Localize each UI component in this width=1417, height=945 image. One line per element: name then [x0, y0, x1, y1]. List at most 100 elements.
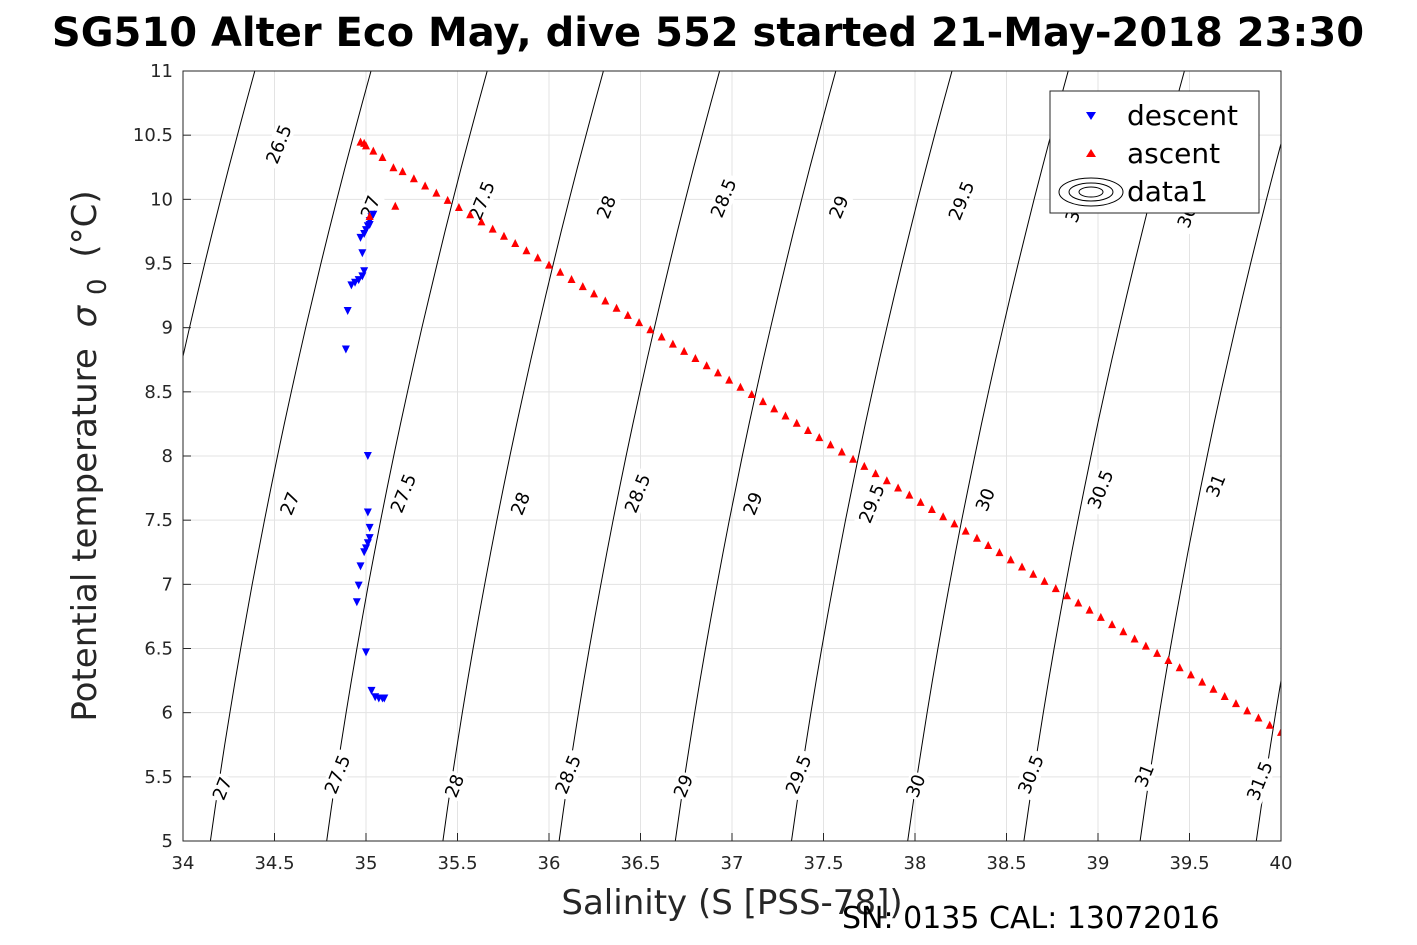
y-axis-label-unit: (°C): [65, 190, 105, 257]
x-tick-label: 37.5: [803, 853, 843, 874]
y-tick-label: 9.5: [144, 254, 173, 275]
x-tick-label: 35: [355, 853, 378, 874]
legend-ascent-label: ascent: [1127, 137, 1220, 170]
ascent-point: [391, 201, 400, 210]
ascent-point: [826, 440, 835, 449]
svg-text:Potential temperature σ: Potential temperature σ 0 (°C): [65, 190, 115, 721]
ascent-point: [1051, 584, 1060, 593]
y-axis-label-text: Potential temperature: [65, 348, 105, 721]
descent-point: [365, 534, 374, 543]
x-tick-label: 34: [172, 853, 195, 874]
ascent-point: [556, 267, 565, 276]
legend-descent-label: descent: [1127, 99, 1238, 132]
ascent-point: [702, 361, 711, 370]
ascent-point: [927, 505, 936, 514]
ascent-point: [454, 203, 463, 212]
ascent-point: [432, 188, 441, 197]
y-tick-label: 11: [150, 61, 173, 82]
ascent-point: [1243, 706, 1252, 715]
ascent-point: [1175, 663, 1184, 672]
ascent-point: [545, 260, 553, 269]
data-points: [341, 137, 1281, 736]
ascent-point: [362, 141, 370, 150]
contour-label: 28: [592, 191, 621, 223]
ascent-point: [894, 483, 903, 492]
ascent-point: [1085, 605, 1094, 614]
descent-point: [369, 210, 378, 219]
ascent-point: [916, 497, 925, 506]
descent-point: [352, 598, 361, 607]
ascent-point: [421, 181, 430, 190]
descent-point: [380, 694, 389, 703]
descent-point: [354, 276, 363, 285]
y-tick-label: 7.5: [144, 510, 173, 531]
descent-point: [367, 686, 376, 695]
ascent-point: [1006, 555, 1015, 564]
y-axis-label-subscript: 0: [83, 278, 113, 295]
ascent-point: [781, 411, 790, 420]
ascent-point: [1040, 576, 1049, 585]
descent-point: [354, 581, 363, 590]
descent-point: [358, 249, 367, 258]
ascent-point: [1198, 677, 1207, 686]
contour-line: [1255, 677, 1281, 841]
descent-point: [356, 233, 365, 242]
legend-data1-label: data1: [1127, 175, 1208, 208]
y-tick-label: 9: [162, 318, 173, 339]
ascent-point: [601, 296, 610, 305]
descent-point: [363, 539, 372, 548]
ascent-point: [1254, 713, 1263, 722]
y-tick-label: 8: [162, 446, 173, 467]
ascent-point: [972, 533, 981, 542]
contour-line: [1139, 141, 1281, 841]
ascent-point: [713, 368, 722, 377]
contour-line: [907, 71, 1069, 841]
ascent-point: [443, 195, 452, 204]
legend-ascent-marker: [1086, 149, 1096, 157]
ascent-point: [488, 224, 497, 233]
ascent-point: [950, 519, 959, 528]
ascent-point: [623, 310, 632, 319]
legend: descent ascent data1: [1049, 90, 1260, 214]
ascent-point: [1074, 598, 1083, 607]
descent-point: [360, 548, 369, 557]
x-axis-label: Salinity (S [PSS-78]): [561, 883, 902, 923]
ascent-point: [635, 318, 644, 327]
ascent-point: [369, 146, 378, 155]
ascent-point: [1186, 670, 1195, 679]
ascent-point: [1108, 620, 1117, 629]
ascent-point: [578, 282, 587, 291]
ascent-point: [882, 476, 891, 485]
y-axis-label: Potential temperature σ 0 (°C): [65, 190, 115, 721]
x-tick-label: 36.5: [620, 853, 660, 874]
y-tick-label: 10.5: [133, 125, 173, 146]
ascent-point: [668, 339, 677, 348]
x-tick-label: 38.5: [986, 853, 1026, 874]
ascent-point: [725, 375, 734, 384]
ascent-point: [770, 404, 779, 413]
ascent-point: [1164, 656, 1173, 665]
chart-title: SG510 Alter Eco May, dive 552 started 21…: [52, 10, 1364, 56]
ascent-point: [939, 512, 948, 521]
x-tick-label: 39: [1087, 853, 1110, 874]
ascent-point: [1119, 627, 1128, 636]
descent-point: [363, 452, 372, 460]
descent-point: [365, 523, 374, 532]
contour-label: 30: [971, 483, 1000, 516]
ascent-point: [961, 526, 970, 535]
ascent-point: [365, 212, 374, 221]
ascent-point: [657, 332, 666, 341]
ascent-point: [389, 163, 398, 172]
y-tick-label: 6.5: [144, 639, 173, 660]
ascent-point: [691, 354, 700, 363]
y-tick-label: 8.5: [144, 382, 173, 403]
y-tick-label: 10: [150, 189, 173, 210]
ascent-point: [747, 389, 756, 398]
contour-line: [183, 71, 256, 359]
ascent-point: [1265, 720, 1274, 729]
ascent-point: [1153, 648, 1162, 657]
descent-point: [360, 267, 369, 276]
y-tick-label: 5: [162, 831, 173, 852]
ascent-point: [837, 447, 846, 456]
